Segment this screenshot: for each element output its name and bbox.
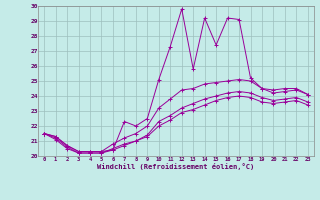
X-axis label: Windchill (Refroidissement éolien,°C): Windchill (Refroidissement éolien,°C) xyxy=(97,163,255,170)
